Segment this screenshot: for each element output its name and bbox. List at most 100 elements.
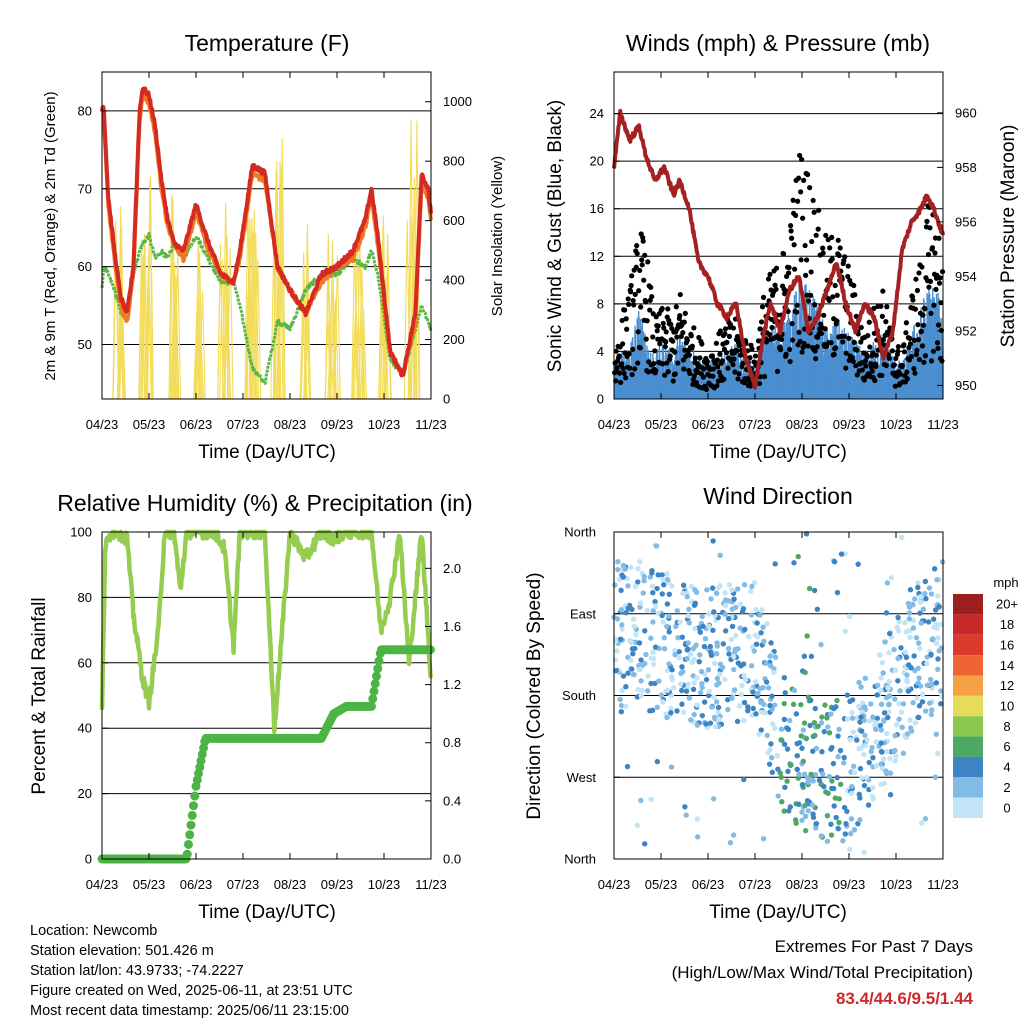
direction-point bbox=[902, 649, 909, 655]
direction-point bbox=[808, 697, 814, 704]
gust-point bbox=[686, 352, 692, 358]
gust-point bbox=[858, 324, 864, 331]
gust-point bbox=[930, 348, 937, 354]
direction-point bbox=[635, 686, 641, 693]
direction-point bbox=[862, 732, 868, 739]
colorbar-label: 6 bbox=[1003, 739, 1010, 754]
direction-point bbox=[699, 613, 705, 620]
direction-point bbox=[936, 648, 942, 654]
gust-point bbox=[926, 284, 932, 290]
gust-point bbox=[731, 356, 737, 362]
direction-point bbox=[750, 705, 756, 712]
gust-point bbox=[796, 329, 802, 335]
gust-point bbox=[798, 257, 804, 263]
gust-point bbox=[655, 323, 661, 329]
direction-point bbox=[830, 785, 837, 792]
solar-spike bbox=[171, 284, 179, 400]
direction-point bbox=[798, 701, 804, 708]
gust-point bbox=[787, 358, 793, 365]
gust-point bbox=[861, 377, 867, 383]
gust-point bbox=[925, 251, 932, 258]
gust-point bbox=[842, 254, 848, 260]
wind-direction-panel: Wind Direction NorthWestSouthEastNorth04… bbox=[524, 483, 1019, 923]
direction-point bbox=[700, 623, 706, 630]
direction-point bbox=[708, 652, 715, 659]
gust-point bbox=[913, 351, 920, 358]
gust-point bbox=[757, 326, 763, 332]
winds-xtick-label: 10/23 bbox=[880, 417, 913, 432]
solar-ylabel: Solar Insolation (Yellow) bbox=[489, 156, 506, 316]
direction-point bbox=[905, 662, 912, 668]
direction-point bbox=[885, 714, 891, 721]
gust-point bbox=[912, 370, 918, 376]
direction-point bbox=[694, 722, 701, 728]
direction-point bbox=[934, 640, 940, 647]
direction-point bbox=[734, 718, 741, 725]
gust-point bbox=[647, 307, 653, 313]
gust-point bbox=[807, 185, 813, 191]
gust-point bbox=[714, 383, 720, 389]
direction-point bbox=[699, 684, 705, 691]
rainfall-point bbox=[425, 645, 435, 655]
gust-point bbox=[614, 365, 620, 371]
rainfall-ytick-label: 1.2 bbox=[443, 677, 461, 692]
gust-point bbox=[840, 339, 846, 345]
direction-point bbox=[702, 635, 709, 642]
winds-plot-frame bbox=[613, 71, 944, 400]
direction-point bbox=[870, 754, 876, 761]
direction-point bbox=[758, 727, 764, 733]
direction-point bbox=[878, 727, 885, 733]
gust-point bbox=[922, 353, 929, 359]
solar-ytick-label: 1000 bbox=[443, 94, 472, 109]
solar-spike bbox=[217, 244, 224, 400]
humidity-xtick-label: 06/23 bbox=[180, 877, 213, 892]
direction-point bbox=[643, 651, 649, 658]
direction-point bbox=[633, 631, 639, 638]
direction-point bbox=[813, 820, 820, 827]
gust-point bbox=[911, 366, 917, 372]
gust-point bbox=[786, 264, 792, 271]
direction-point bbox=[818, 641, 824, 648]
solar-spike bbox=[219, 260, 226, 400]
solar-spike bbox=[112, 232, 120, 400]
rainfall-point bbox=[366, 701, 376, 711]
gust-point bbox=[661, 325, 667, 331]
colorbar-swatch bbox=[953, 777, 983, 798]
direction-point bbox=[785, 768, 791, 775]
direction-point bbox=[781, 675, 788, 681]
direction-point bbox=[642, 628, 648, 634]
direction-point bbox=[912, 720, 919, 726]
gust-point bbox=[914, 287, 921, 294]
direction-point bbox=[904, 677, 910, 684]
gust-point bbox=[919, 343, 926, 349]
gust-point bbox=[859, 367, 865, 373]
direction-point bbox=[699, 712, 705, 719]
direction-point bbox=[679, 664, 685, 670]
direction-point bbox=[648, 680, 654, 687]
direction-point bbox=[835, 733, 841, 739]
humidity-series bbox=[97, 529, 435, 864]
gust-point bbox=[903, 320, 910, 326]
temperature-ytick-label: 70 bbox=[78, 181, 92, 196]
gust-point bbox=[850, 358, 856, 365]
gust-point bbox=[913, 276, 919, 282]
gust-series bbox=[612, 152, 946, 393]
direction-point bbox=[807, 722, 813, 729]
solar-ytick-label: 600 bbox=[443, 213, 465, 228]
humidity-ytick-label: 40 bbox=[78, 721, 92, 736]
colorbar-label: 8 bbox=[1003, 719, 1010, 734]
gust-point bbox=[810, 197, 816, 204]
gust-point bbox=[629, 371, 635, 378]
direction-point bbox=[640, 590, 646, 596]
temperature-ytick-label: 60 bbox=[78, 259, 92, 274]
direction-point bbox=[622, 566, 628, 572]
gust-point bbox=[756, 380, 763, 387]
direction-point bbox=[935, 750, 941, 757]
direction-point bbox=[678, 687, 685, 694]
winds-ylabel: Sonic Wind & Gust (Blue, Black) bbox=[545, 100, 566, 372]
gust-point bbox=[625, 296, 631, 302]
direction-point bbox=[759, 607, 765, 613]
direction-point bbox=[641, 577, 647, 584]
direction-point bbox=[848, 830, 854, 837]
direction-point bbox=[715, 584, 722, 591]
